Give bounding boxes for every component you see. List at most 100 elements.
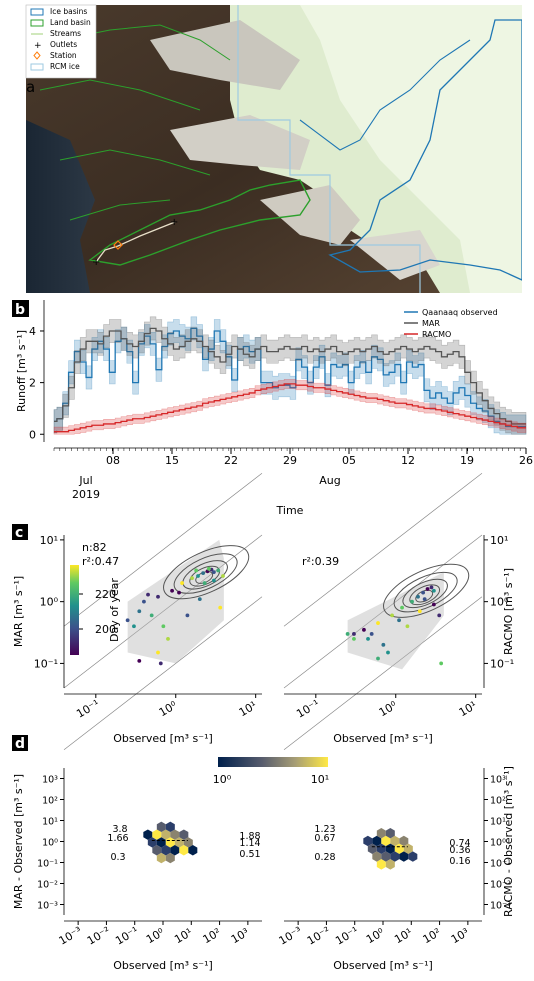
hexbin-cell xyxy=(399,835,409,847)
x-tick-label: 10⁻¹ xyxy=(113,924,140,947)
x-tick-label: 10⁰ xyxy=(157,698,180,719)
hexbin-cell xyxy=(390,835,400,847)
data-point xyxy=(376,621,380,625)
panel-label-b-box: b xyxy=(12,300,29,318)
hexbin-cell xyxy=(363,835,373,847)
hexbin-cell xyxy=(394,843,404,854)
stat-left: 1.66 xyxy=(107,833,128,844)
x-tick-label: 29 xyxy=(283,454,297,467)
stat-left: 1.23 xyxy=(314,824,335,835)
legend-swatch xyxy=(30,63,44,71)
x-tick-label: 10⁰ xyxy=(364,925,387,946)
y-tick-label: 10⁰ xyxy=(42,838,58,849)
map-panel-a: + + xyxy=(26,5,522,293)
y-tick-label: 10⁻¹ xyxy=(490,657,514,670)
reference-line xyxy=(63,534,263,689)
data-point xyxy=(429,585,434,590)
hexbin-cell xyxy=(385,859,395,870)
y-axis-label: MAR - Observed [m³ s⁻¹] xyxy=(12,774,25,909)
legend-label: RCM ice xyxy=(50,62,80,71)
data-point xyxy=(376,656,380,661)
data-point xyxy=(201,571,206,575)
data-point xyxy=(216,568,221,573)
data-point xyxy=(422,597,427,601)
data-point xyxy=(405,624,410,629)
r-squared: r²:0.47 xyxy=(82,555,119,568)
x-tick-label: 08 xyxy=(106,454,120,467)
x-axis-label: Observed [m³ s⁻¹] xyxy=(113,959,213,972)
x-tick-label: 10¹ xyxy=(172,926,194,946)
panel-label-c-box: c xyxy=(12,524,28,541)
x-tick-label: 10⁻¹ xyxy=(333,924,360,947)
hexbin-cell xyxy=(156,852,166,864)
hexbin-cell xyxy=(372,851,382,862)
data-point xyxy=(137,609,142,614)
legend-label: Outlets xyxy=(50,40,77,49)
x-tick-label: 10¹ xyxy=(237,699,259,719)
stat-right: 0.74 xyxy=(449,838,470,849)
y-tick-label: 10² xyxy=(490,796,506,807)
legend-label: RACMO xyxy=(422,330,451,339)
data-point xyxy=(149,613,154,618)
x-tick-label: 10³ xyxy=(229,926,251,946)
hexbin-cell xyxy=(143,829,153,840)
x-axis-label: Time xyxy=(276,504,304,517)
data-point xyxy=(352,636,356,641)
series-line xyxy=(54,327,526,428)
data-point xyxy=(185,613,190,618)
x-tick-label: 10¹ xyxy=(457,699,479,719)
reference-line xyxy=(283,534,483,689)
data-point xyxy=(196,574,200,578)
y-tick-label: 10¹ xyxy=(40,534,58,547)
x-tick-label: 10² xyxy=(201,926,223,946)
hexbin-cell xyxy=(147,837,157,848)
data-point xyxy=(197,597,202,601)
month-label: Jul xyxy=(78,474,92,487)
data-point xyxy=(381,642,386,647)
x-tick-label: 10⁻³ xyxy=(57,924,84,947)
x-tick-label: 10⁰ xyxy=(377,698,400,719)
colorbar-label: Day of year xyxy=(108,578,121,642)
data-point xyxy=(410,599,414,604)
stat-right: 1.14 xyxy=(239,838,260,849)
stat-left: 0.3 xyxy=(110,852,125,863)
data-point xyxy=(431,588,436,593)
hexbin-cell xyxy=(188,845,198,856)
legend-label: Qaanaaq observed xyxy=(422,308,498,317)
stat-left: 0.28 xyxy=(314,852,335,863)
map-legend: Ice basins Land basin Streams + Outlets Stati… xyxy=(25,4,97,79)
series-line xyxy=(54,327,526,425)
legend-label: Streams xyxy=(50,29,81,38)
x-axis-label: Observed [m³ s⁻¹] xyxy=(333,732,433,745)
y-axis-label: MAR [m³ s⁻¹] xyxy=(12,576,25,647)
stat-left: 0.67 xyxy=(314,833,335,844)
x-tick-label: 10⁻³ xyxy=(277,924,304,947)
hexbin-cell xyxy=(152,829,162,840)
y-tick-label: 10¹ xyxy=(490,817,506,828)
data-point xyxy=(194,568,199,573)
hexbin-cell xyxy=(161,829,171,840)
station-marker xyxy=(113,240,123,250)
stat-right: 0.51 xyxy=(239,849,260,860)
hexbin-cell xyxy=(156,837,166,848)
x-tick-label: 19 xyxy=(460,454,474,467)
data-point xyxy=(180,581,184,585)
panel-label-b: b xyxy=(15,302,25,318)
r-squared: r²:0.39 xyxy=(302,555,339,568)
panel-label-a: a xyxy=(26,78,35,96)
y-axis-label: RACMO - Observed [m³ s⁻¹] xyxy=(502,766,515,917)
data-point xyxy=(170,588,174,593)
x-axis-label: Observed [m³ s⁻¹] xyxy=(333,959,433,972)
y-tick-label: 10³ xyxy=(490,775,506,786)
data-point xyxy=(218,605,223,610)
hexbin-cell xyxy=(183,837,193,848)
hexbin-cell xyxy=(408,851,418,862)
data-point xyxy=(142,599,146,604)
data-point xyxy=(146,592,150,597)
y-tick-label: 10⁰ xyxy=(40,596,59,609)
hexbin-cell xyxy=(165,837,175,848)
data-point xyxy=(417,609,422,614)
x-tick-label: 05 xyxy=(342,454,356,467)
data-point xyxy=(211,578,216,583)
